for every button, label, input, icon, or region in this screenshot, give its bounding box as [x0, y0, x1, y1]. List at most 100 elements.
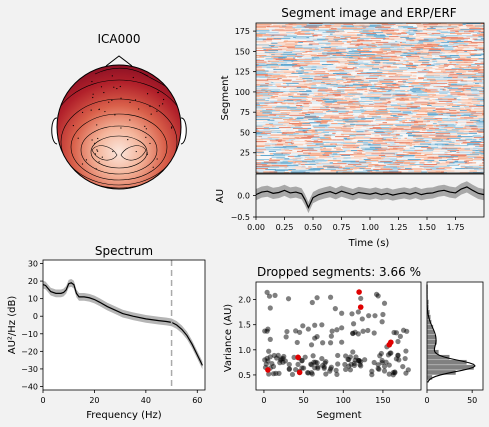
heatmap-cell	[361, 110, 365, 112]
heatmap-cell	[307, 161, 310, 163]
heatmap-cell	[444, 163, 448, 166]
heatmap-cell	[399, 105, 407, 107]
heatmap-cell	[398, 102, 411, 104]
heatmap-cell	[369, 127, 382, 129]
heatmap-cell	[465, 138, 473, 140]
heatmap-cell	[426, 44, 439, 46]
heatmap-cell	[467, 76, 472, 78]
heatmap-cell	[342, 85, 354, 87]
scatter-point	[286, 361, 292, 368]
heatmap-cell	[319, 43, 326, 45]
heatmap-cell	[374, 166, 384, 168]
heatmap-cell	[466, 157, 469, 159]
heatmap-cell	[425, 84, 434, 86]
heatmap-cell	[386, 52, 395, 54]
heatmap-cell	[444, 46, 455, 48]
heatmap-cell	[283, 58, 295, 60]
heatmap-cell	[304, 163, 316, 166]
heatmap-cell	[482, 91, 484, 93]
heatmap-cell	[389, 118, 406, 120]
heatmap-cell	[256, 25, 270, 27]
heatmap-cell	[461, 82, 476, 84]
heatmap-cell	[290, 91, 298, 93]
heatmap-cell	[332, 153, 338, 155]
heatmap-cell	[468, 70, 484, 72]
heatmap-cell	[383, 57, 390, 59]
heatmap-cell	[406, 56, 418, 58]
heatmap-cell	[437, 119, 443, 121]
heatmap-cell	[457, 29, 463, 31]
heatmap-cell	[266, 78, 274, 80]
heatmap-cell	[256, 93, 268, 95]
dropped-frame	[255, 281, 422, 391]
heatmap-cell	[431, 43, 441, 45]
heatmap-cell	[379, 79, 386, 81]
heatmap-cell	[445, 156, 455, 158]
heatmap-cell	[336, 171, 339, 173]
heatmap-cell	[343, 114, 354, 116]
heatmap-cell	[324, 47, 336, 49]
heatmap-cell	[290, 40, 300, 42]
heatmap-cell	[284, 150, 290, 152]
xtick-label: 40	[141, 396, 151, 405]
xtick-label: 0.00	[247, 223, 265, 232]
heatmap-cell	[424, 91, 439, 93]
heatmap-cell	[286, 32, 291, 34]
heatmap-cell	[383, 78, 397, 80]
heatmap-cell	[445, 104, 450, 106]
heatmap-cell	[410, 89, 421, 91]
heatmap-cell	[339, 68, 342, 70]
heatmap-cell	[256, 55, 260, 57]
heatmap-cell	[433, 63, 436, 65]
heatmap-cell	[447, 27, 454, 29]
heatmap-cell	[282, 79, 292, 81]
heatmap-cell	[436, 30, 441, 32]
heatmap-cell	[256, 64, 268, 66]
heatmap-cell	[342, 26, 347, 28]
heatmap-cell	[414, 170, 422, 172]
heatmap-cell	[305, 67, 312, 69]
heatmap-cell	[330, 150, 345, 152]
heatmap-cell	[330, 78, 337, 80]
heatmap-cell	[258, 136, 262, 138]
heatmap-cell	[481, 47, 484, 49]
heatmap-cell	[361, 41, 370, 43]
heatmap-cell	[388, 148, 398, 150]
heatmap-cell	[457, 39, 468, 41]
heatmap-cell	[439, 55, 447, 57]
heatmap-cell	[330, 116, 340, 118]
heatmap-cell	[296, 100, 307, 102]
heatmap-cell	[346, 41, 352, 43]
heatmap-cell	[280, 112, 291, 114]
heatmap-cell	[280, 73, 292, 75]
heatmap-cell	[324, 24, 332, 26]
heatmap-cell	[417, 138, 421, 140]
heatmap-cell	[336, 73, 342, 75]
heatmap-cell	[480, 37, 484, 39]
heatmap-cell	[362, 141, 375, 143]
heatmap-cell	[357, 37, 371, 39]
heatmap-cell	[309, 154, 323, 156]
heatmap-cell	[466, 122, 474, 124]
heatmap-cell	[348, 93, 363, 95]
heatmap-cell	[306, 109, 312, 111]
heatmap-cell	[477, 77, 484, 79]
heatmap-cell	[260, 89, 266, 91]
heatmap-cell	[313, 58, 321, 60]
heatmap-cell	[451, 27, 460, 29]
heatmap-cell	[437, 60, 449, 62]
heatmap-cell	[418, 141, 432, 143]
heatmap-cell	[380, 168, 391, 170]
heatmap-cell	[362, 103, 375, 105]
heatmap-cell	[447, 79, 464, 81]
heatmap-cell	[311, 90, 318, 92]
heatmap-cell	[414, 61, 429, 63]
heatmap-cell	[359, 41, 373, 43]
heatmap-cell	[459, 151, 473, 153]
heatmap-cell	[272, 123, 284, 125]
heatmap-cell	[303, 48, 315, 50]
heatmap-cell	[457, 57, 472, 59]
heatmap-cell	[299, 58, 305, 60]
heatmap-cell	[422, 127, 434, 129]
heatmap-cell	[407, 54, 418, 56]
